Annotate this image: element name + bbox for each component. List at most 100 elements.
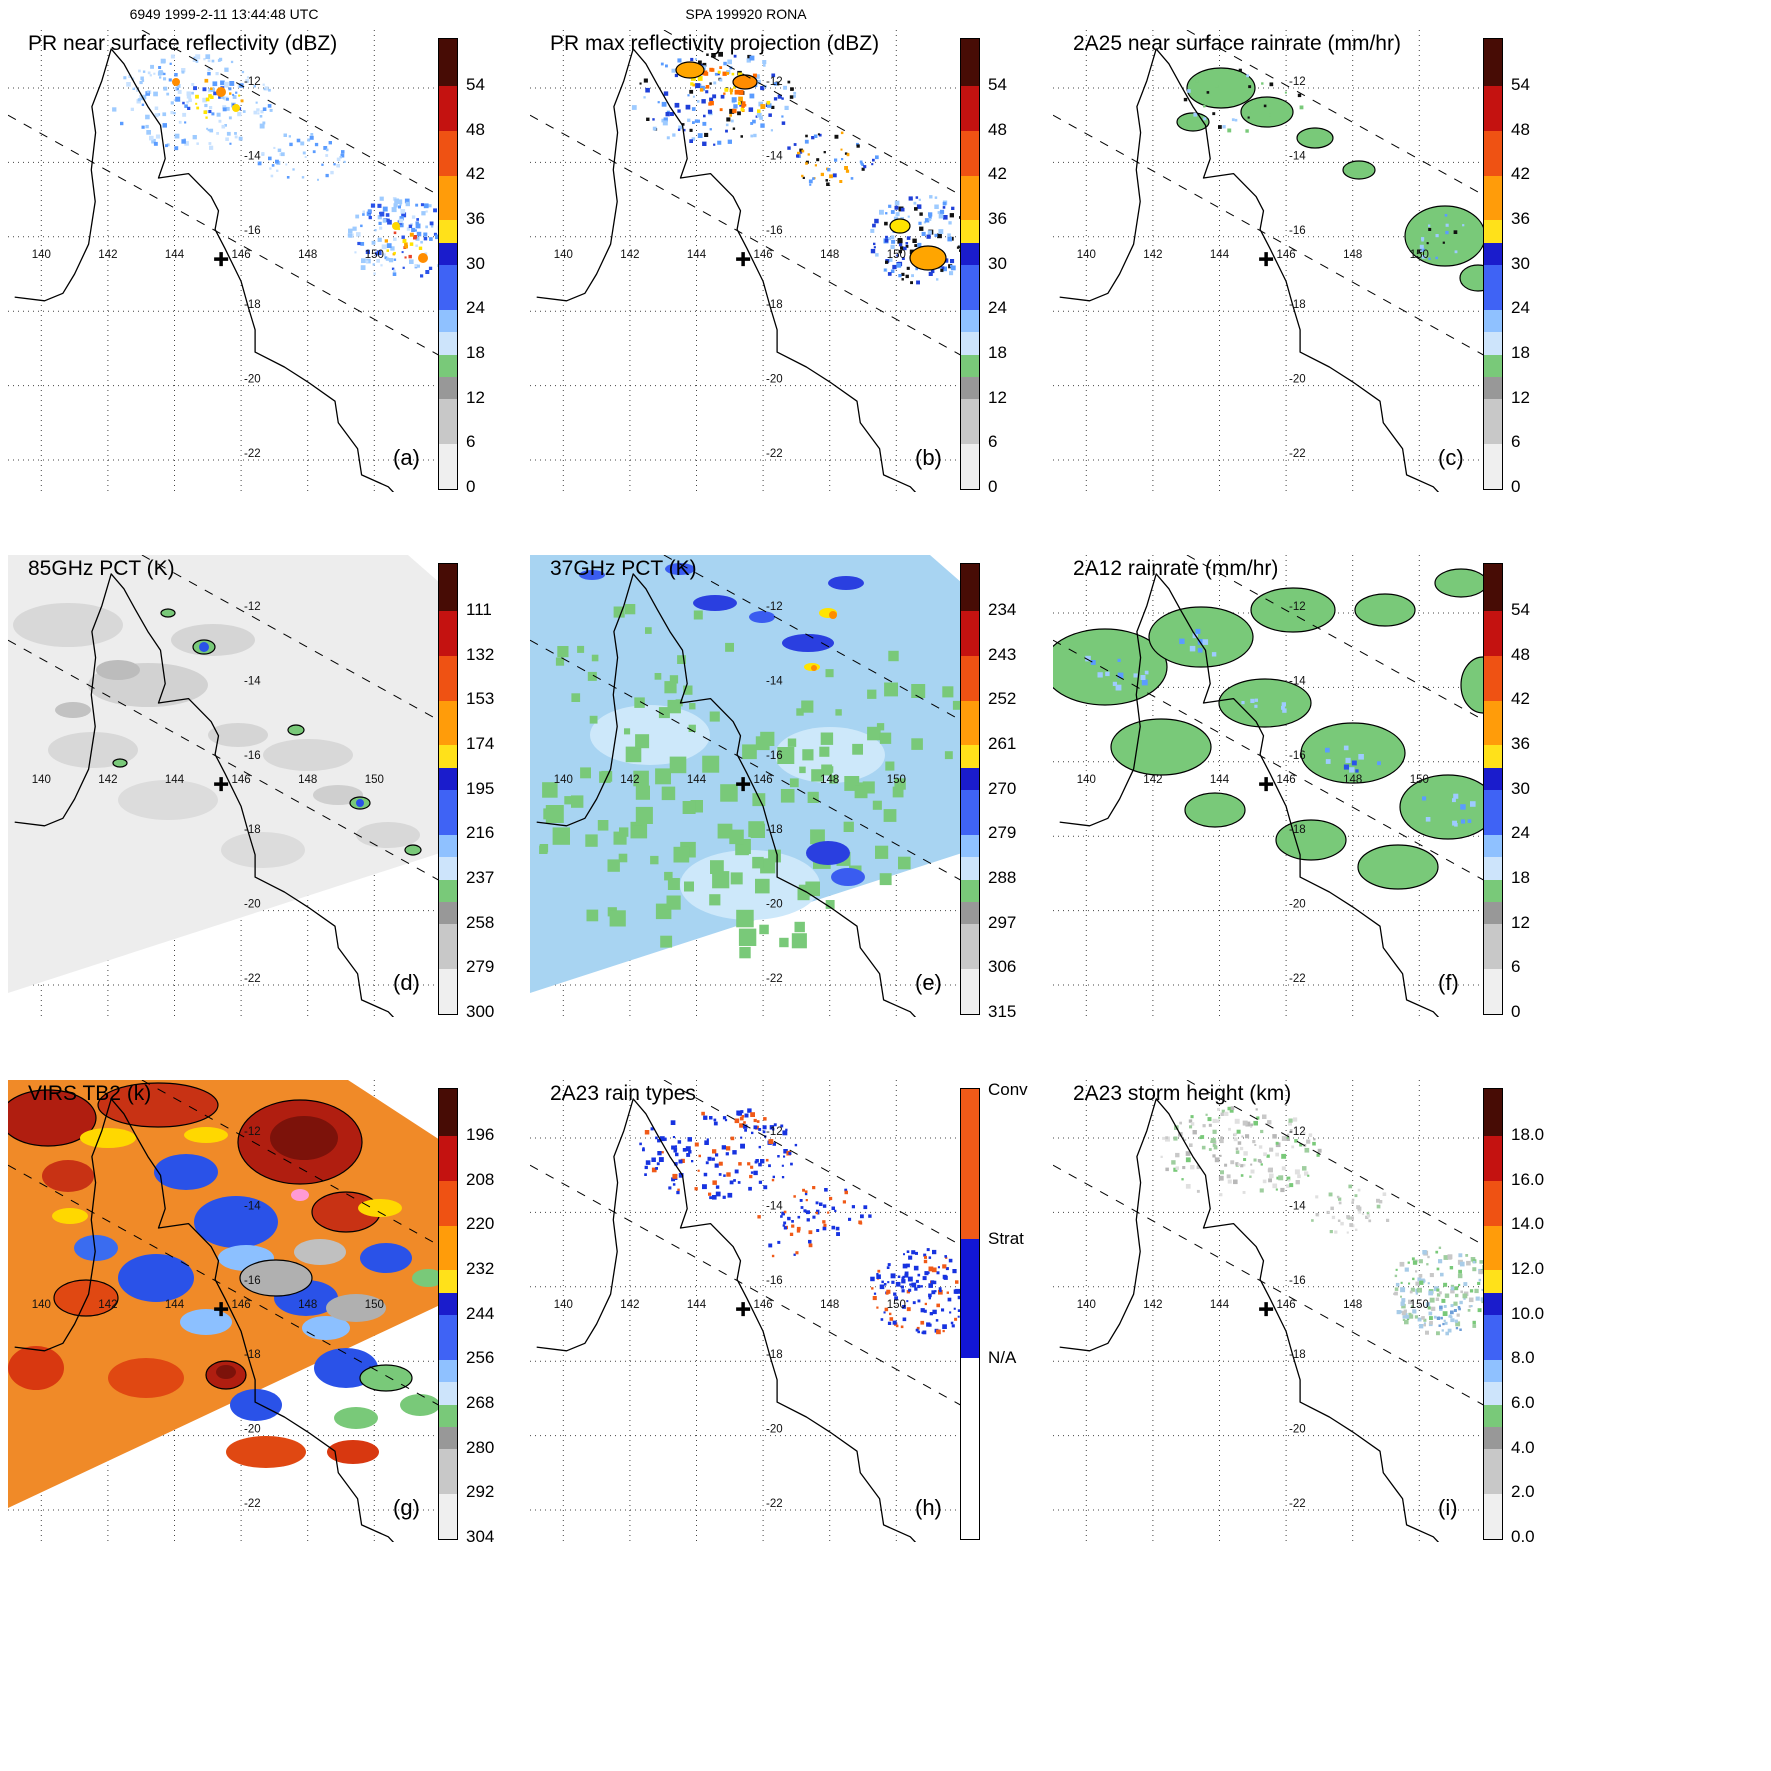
colorbar-tick-label: 18.0 <box>1511 1125 1545 1144</box>
map-g: 140 142 144 146 148 150 -12 -14 -16 -18 -20 -22 <box>8 1080 440 1542</box>
panel-f: 140 142 144 146 148 150 -12 -14 -16 -18 -20 -22 2A1… <box>1053 555 1578 1037</box>
panel-h: 140 142 144 146 148 150 -12 -14 -16 -18 -20 -22 2A2… <box>530 1080 1055 1562</box>
svg-text:-12: -12 <box>766 601 783 613</box>
colorbar-tick-label: 153 <box>466 689 495 709</box>
colorbar-tick-label: 36 <box>988 209 1007 228</box>
svg-text:-16: -16 <box>244 750 261 762</box>
colorbar-tick-label: 48 <box>1511 644 1530 664</box>
svg-text:-14: -14 <box>1289 150 1306 162</box>
svg-text:-18: -18 <box>766 1349 783 1361</box>
colorbar-tick-label: 268 <box>466 1392 495 1412</box>
colorbar-tick-label: 48 <box>988 119 1007 139</box>
panel-title-a: PR near surface reflectivity (dBZ) <box>28 32 338 55</box>
svg-text:-18: -18 <box>766 299 783 311</box>
svg-text:-14: -14 <box>244 675 261 687</box>
svg-text:-14: -14 <box>766 675 783 687</box>
map-c: 140 142 144 146 148 150 -12 -14 -16 -18 -20 -22 <box>1053 30 1485 492</box>
svg-text:146: 146 <box>754 1299 773 1311</box>
svg-text:-12: -12 <box>1289 76 1306 88</box>
colorbar-tick-label: 243 <box>988 644 1017 664</box>
svg-text:140: 140 <box>554 1299 573 1311</box>
colorbar-a: 54 48 42 36 30 24 18 12 6 0 <box>438 38 530 496</box>
svg-text:140: 140 <box>32 249 51 261</box>
svg-text:-20: -20 <box>1289 374 1306 386</box>
svg-text:140: 140 <box>554 774 573 786</box>
panel-title-f: 2A12 rainrate (mm/hr) <box>1073 557 1279 580</box>
svg-text:146: 146 <box>232 249 251 261</box>
colorbar-tick-label: 252 <box>988 689 1017 709</box>
map-h: 140 142 144 146 148 150 -12 -14 -16 -18 -20 -22 <box>530 1080 962 1542</box>
svg-text:-16: -16 <box>1289 750 1306 762</box>
colorbar-tick-label: 42 <box>1511 164 1530 184</box>
colorbar-e: 234 243 252 261 270 279 288 297 306 315 <box>960 563 1052 1021</box>
colorbar-c: 54 48 42 36 30 24 18 12 6 0 <box>1483 38 1575 496</box>
svg-text:-20: -20 <box>766 374 783 386</box>
colorbar-tick-label: 174 <box>466 734 495 753</box>
svg-text:144: 144 <box>1210 249 1230 261</box>
colorbar-tick-label: 300 <box>466 1001 495 1021</box>
colorbar-tick-label: 234 <box>988 600 1017 619</box>
colorbar-tick-label: 36 <box>1511 209 1530 228</box>
colorbar-tick-label: 292 <box>466 1482 495 1502</box>
svg-text:146: 146 <box>1277 774 1296 786</box>
svg-text:142: 142 <box>620 1299 639 1311</box>
colorbar-tick-label: 10.0 <box>1511 1303 1545 1323</box>
svg-text:-22: -22 <box>766 973 783 985</box>
svg-text:-12: -12 <box>766 1126 783 1138</box>
svg-text:-20: -20 <box>244 374 261 386</box>
svg-text:-14: -14 <box>1289 1200 1306 1212</box>
panel-letter-c: (c) <box>1438 445 1464 470</box>
colorbar-tick-label: 18 <box>1511 867 1530 887</box>
svg-text:146: 146 <box>232 774 251 786</box>
colorbar-tick-label: 54 <box>466 75 485 94</box>
map-f: 140 142 144 146 148 150 -12 -14 -16 -18 -20 -22 <box>1053 555 1485 1017</box>
svg-text:142: 142 <box>1143 1299 1162 1311</box>
colorbar-tick-label: 54 <box>988 75 1007 94</box>
svg-text:-20: -20 <box>244 899 261 911</box>
svg-text:-12: -12 <box>244 601 261 613</box>
panel-b: 140 142 144 146 148 150 -12 -14 -16 -18 -20 -22 PR … <box>530 30 1055 512</box>
svg-text:142: 142 <box>98 249 117 261</box>
svg-text:-18: -18 <box>1289 299 1306 311</box>
colorbar-tick-label: 232 <box>466 1259 495 1278</box>
colorbar-tick-label: 208 <box>466 1169 495 1189</box>
svg-text:-22: -22 <box>766 448 783 460</box>
colorbar-tick-label: 12 <box>1511 387 1530 407</box>
colorbar-tick-label: 42 <box>1511 689 1530 709</box>
colorbar-tick-label: 237 <box>466 867 495 887</box>
colorbar-tick-label: 4.0 <box>1511 1437 1535 1457</box>
svg-text:-22: -22 <box>244 973 261 985</box>
panel-letter-d: (d) <box>393 970 420 995</box>
svg-text:-14: -14 <box>766 1200 783 1212</box>
svg-text:-16: -16 <box>766 1275 783 1287</box>
svg-text:-18: -18 <box>1289 1349 1306 1361</box>
colorbar-tick-label: 24 <box>466 298 485 318</box>
colorbar-tick-label: N/A <box>988 1348 1017 1368</box>
colorbar-tick-label: Conv <box>988 1080 1028 1100</box>
svg-text:144: 144 <box>687 1299 707 1311</box>
svg-text:144: 144 <box>1210 1299 1230 1311</box>
svg-text:140: 140 <box>32 774 51 786</box>
colorbar-tick-label: 24 <box>1511 823 1530 843</box>
svg-text:-12: -12 <box>1289 601 1306 613</box>
svg-text:140: 140 <box>1077 1299 1096 1311</box>
svg-text:150: 150 <box>887 249 906 261</box>
colorbar-tick-label: 0.0 <box>1511 1526 1535 1546</box>
colorbar-tick-label: 270 <box>988 778 1017 798</box>
svg-text:148: 148 <box>1343 249 1362 261</box>
svg-text:-12: -12 <box>244 1126 261 1138</box>
svg-text:-20: -20 <box>244 1424 261 1436</box>
colorbar-tick-label: 2.0 <box>1511 1482 1535 1502</box>
svg-text:148: 148 <box>820 774 839 786</box>
svg-text:-18: -18 <box>244 299 261 311</box>
colorbar-tick-label: 304 <box>466 1526 495 1546</box>
colorbar-f: 54 48 42 36 30 24 18 12 6 0 <box>1483 563 1575 1021</box>
colorbar-tick-label: 12 <box>466 387 485 407</box>
svg-text:-22: -22 <box>1289 1498 1306 1510</box>
colorbar-tick-label: 8.0 <box>1511 1348 1535 1368</box>
storm-header: SPA 199920 RONA <box>685 6 807 22</box>
panel-e: 140 142 144 146 148 150 -12 -14 -16 -18 -20 -22 37G… <box>530 555 1055 1037</box>
panel-title-c: 2A25 near surface rainrate (mm/hr) <box>1073 32 1401 55</box>
panel-letter-f: (f) <box>1438 970 1459 995</box>
colorbar-tick-label: 220 <box>466 1214 495 1234</box>
